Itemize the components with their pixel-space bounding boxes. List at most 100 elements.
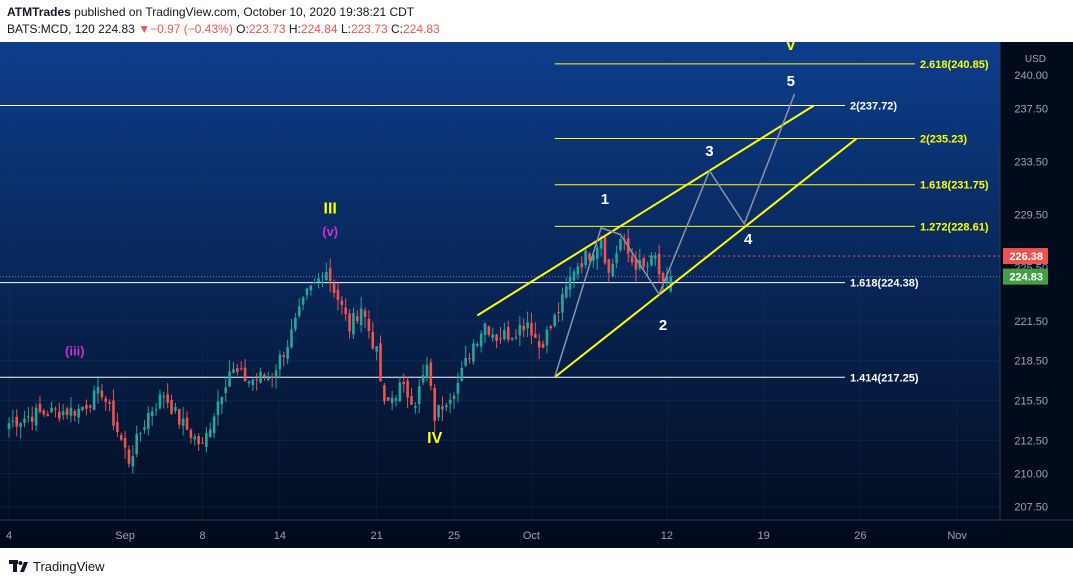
- candle-body: [61, 411, 65, 416]
- price-tick-label: 215.50: [1014, 396, 1048, 408]
- candle-body: [348, 313, 351, 332]
- candle-body: [274, 370, 278, 379]
- candle-body: [630, 256, 634, 263]
- candle-body: [460, 368, 464, 382]
- candle-body: [127, 449, 131, 464]
- candle-body: [297, 306, 301, 316]
- price-tick-label: 218.50: [1014, 356, 1048, 368]
- candle-body: [174, 406, 177, 411]
- candle-body: [50, 407, 53, 413]
- candle-body: [263, 374, 266, 377]
- time-axis[interactable]: 4 Sep 8 14 21 25 Oct 12 19 26 Nov: [0, 519, 1073, 542]
- candle-body: [328, 268, 332, 282]
- candle-body: [193, 436, 197, 440]
- publisher-line: ATMTrades published on TradingView.com, …: [7, 5, 414, 19]
- candle-body: [421, 375, 425, 383]
- open-label: O:: [236, 22, 249, 36]
- candle-body: [69, 407, 73, 416]
- candle-body: [534, 333, 537, 339]
- candle-body: [429, 362, 433, 386]
- candle-body: [595, 247, 599, 259]
- time-tick-label: Oct: [523, 530, 540, 542]
- candle-body: [181, 418, 185, 426]
- candle-body: [530, 323, 533, 336]
- candle-body: [580, 263, 584, 268]
- candle-body: [344, 307, 347, 314]
- wave-labels: (iii) III (v) IV 1 2 3 4 5 V: [65, 42, 796, 447]
- price-tag: [1003, 248, 1048, 265]
- wave-label: 2: [659, 317, 667, 334]
- candle-body: [255, 379, 258, 381]
- price-tick-label: 240.00: [1014, 70, 1048, 82]
- candle-body: [34, 407, 38, 426]
- price-tick-label: 212.50: [1014, 435, 1048, 447]
- candle-body: [177, 409, 181, 425]
- candle-body: [537, 341, 541, 348]
- candle-body: [588, 253, 591, 260]
- price-tick-label: 221.50: [1014, 316, 1048, 328]
- candle-body: [290, 329, 293, 348]
- wave-label: IV: [427, 430, 442, 447]
- candle-body: [619, 239, 622, 250]
- candle-body: [247, 381, 251, 384]
- close-value: 224.83: [403, 22, 440, 36]
- candle-body: [224, 387, 228, 393]
- candle-body: [363, 310, 367, 317]
- currency-label: USD: [1025, 54, 1046, 65]
- fib-levels: 2.618(240.85) 2(237.72) 2(235.23) 1.618(231…: [0, 59, 1000, 384]
- candle-body: [65, 408, 69, 416]
- candle-body: [669, 276, 673, 292]
- price-tick-label: 207.50: [1014, 502, 1048, 514]
- candle-body: [398, 382, 402, 402]
- candle-body: [576, 266, 580, 275]
- candle-body: [166, 394, 169, 403]
- candle-body: [483, 323, 487, 335]
- candle-body: [375, 346, 378, 352]
- price-tag-label: 224.83: [1009, 272, 1043, 284]
- high-value: 224.84: [300, 22, 338, 36]
- candle-body: [653, 255, 657, 259]
- time-tick-label: 25: [448, 530, 460, 542]
- candle-body: [208, 429, 212, 437]
- wave-label: V: [785, 42, 796, 54]
- candle-body: [410, 396, 413, 405]
- candle-body: [657, 253, 661, 275]
- price-axis[interactable]: 207.50210.00212.50215.50218.50221.50225.…: [999, 42, 1073, 548]
- candle-body: [96, 386, 100, 394]
- candle-body: [367, 318, 371, 332]
- candle-body: [143, 427, 146, 430]
- high-label: H:: [288, 22, 301, 36]
- price-chart[interactable]: 2.618(240.85) 2(237.72) 2(235.23) 1.618(231…: [0, 42, 1073, 548]
- candle-body: [205, 432, 208, 447]
- candle-body: [541, 343, 545, 348]
- candle-body: [270, 376, 274, 378]
- candle-body: [27, 416, 30, 418]
- candle-body: [510, 338, 514, 340]
- candle-body: [286, 347, 289, 359]
- candle-body: [15, 416, 19, 427]
- candle-body: [251, 379, 255, 386]
- candle-body: [7, 423, 11, 430]
- wave-label: III: [324, 200, 337, 217]
- author-name[interactable]: ATMTrades: [7, 5, 71, 19]
- fib-level-label: 1.272(228.61): [920, 221, 989, 233]
- candle-body: [332, 283, 336, 294]
- candle-body: [352, 313, 355, 335]
- candle-body: [402, 382, 406, 385]
- fib-level-label: 1.414(217.25): [850, 372, 919, 384]
- symbol-label[interactable]: BATS:MCD, 120: [7, 22, 95, 36]
- wave-label: 3: [705, 143, 713, 160]
- channel-line: [476, 104, 815, 317]
- candle-body: [243, 367, 247, 382]
- time-tick-label: 21: [371, 530, 383, 542]
- candle-body: [599, 240, 603, 249]
- candle-body: [92, 390, 96, 410]
- candle-body: [170, 399, 173, 414]
- fib-level-label: 1.618(224.38): [850, 278, 919, 290]
- fib-level-label: 2(235.23): [920, 134, 967, 146]
- candle-body: [317, 278, 320, 282]
- candle-body: [73, 411, 77, 416]
- candle-body: [85, 404, 88, 409]
- candle-body: [154, 409, 158, 411]
- tradingview-brand[interactable]: TradingView: [33, 559, 105, 574]
